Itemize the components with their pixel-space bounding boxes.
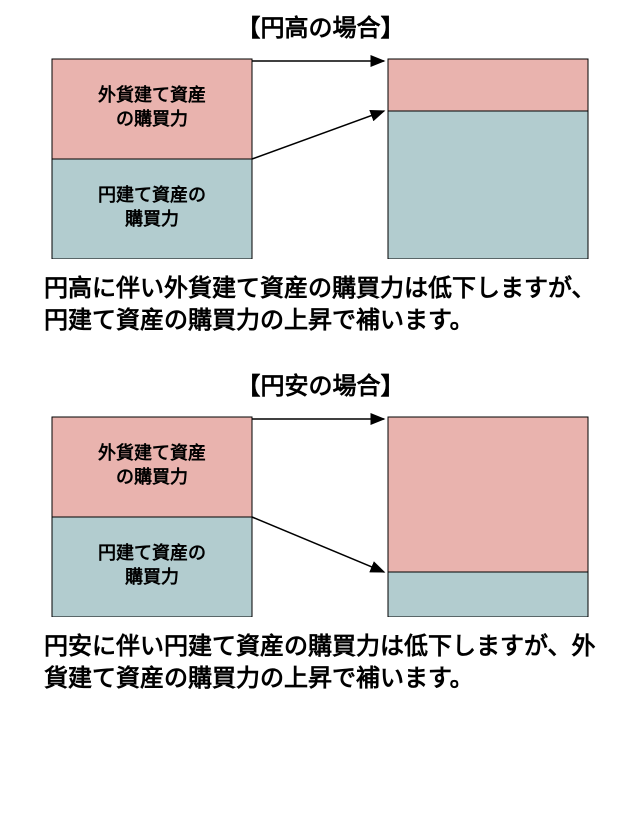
s1-left-top-label1: 外貨建て資産 — [98, 84, 206, 105]
s2-left-bottom-label1: 円建て資産の — [98, 542, 206, 563]
s1-right-bottom-rect — [388, 111, 588, 259]
section1-caption: 円高に伴い外貨建て資産の購買力は低下しますが、円建て資産の購買力の上昇で補います… — [0, 273, 641, 338]
s2-right-top-rect — [388, 417, 588, 572]
section1-title: 【円高の場合】 — [0, 8, 641, 43]
s1-arrow-mid — [252, 111, 384, 159]
s1-left-top-label2: の購買力 — [116, 108, 188, 129]
s2-left-top-label2: の購買力 — [116, 466, 188, 487]
s1-left-bottom-label2: 購買力 — [124, 208, 179, 229]
section2-caption: 円安に伴い円建て資産の購買力は低下しますが、外貨建て資産の購買力の上昇で補います… — [0, 631, 641, 696]
s1-left-bottom-label1: 円建て資産の — [98, 184, 206, 205]
s2-left-top-label1: 外貨建て資産 — [98, 442, 206, 463]
section2-diagram: 外貨建て資産 の購買力 円建て資産の 購買力 — [40, 407, 600, 617]
s1-right-top-rect — [388, 59, 588, 111]
section2-title: 【円安の場合】 — [0, 366, 641, 401]
s2-left-bottom-label2: 購買力 — [124, 566, 179, 587]
s2-arrow-mid — [252, 517, 384, 572]
s2-right-bottom-rect — [388, 572, 588, 617]
section1-diagram: 外貨建て資産 の購買力 円建て資産の 購買力 — [40, 49, 600, 259]
